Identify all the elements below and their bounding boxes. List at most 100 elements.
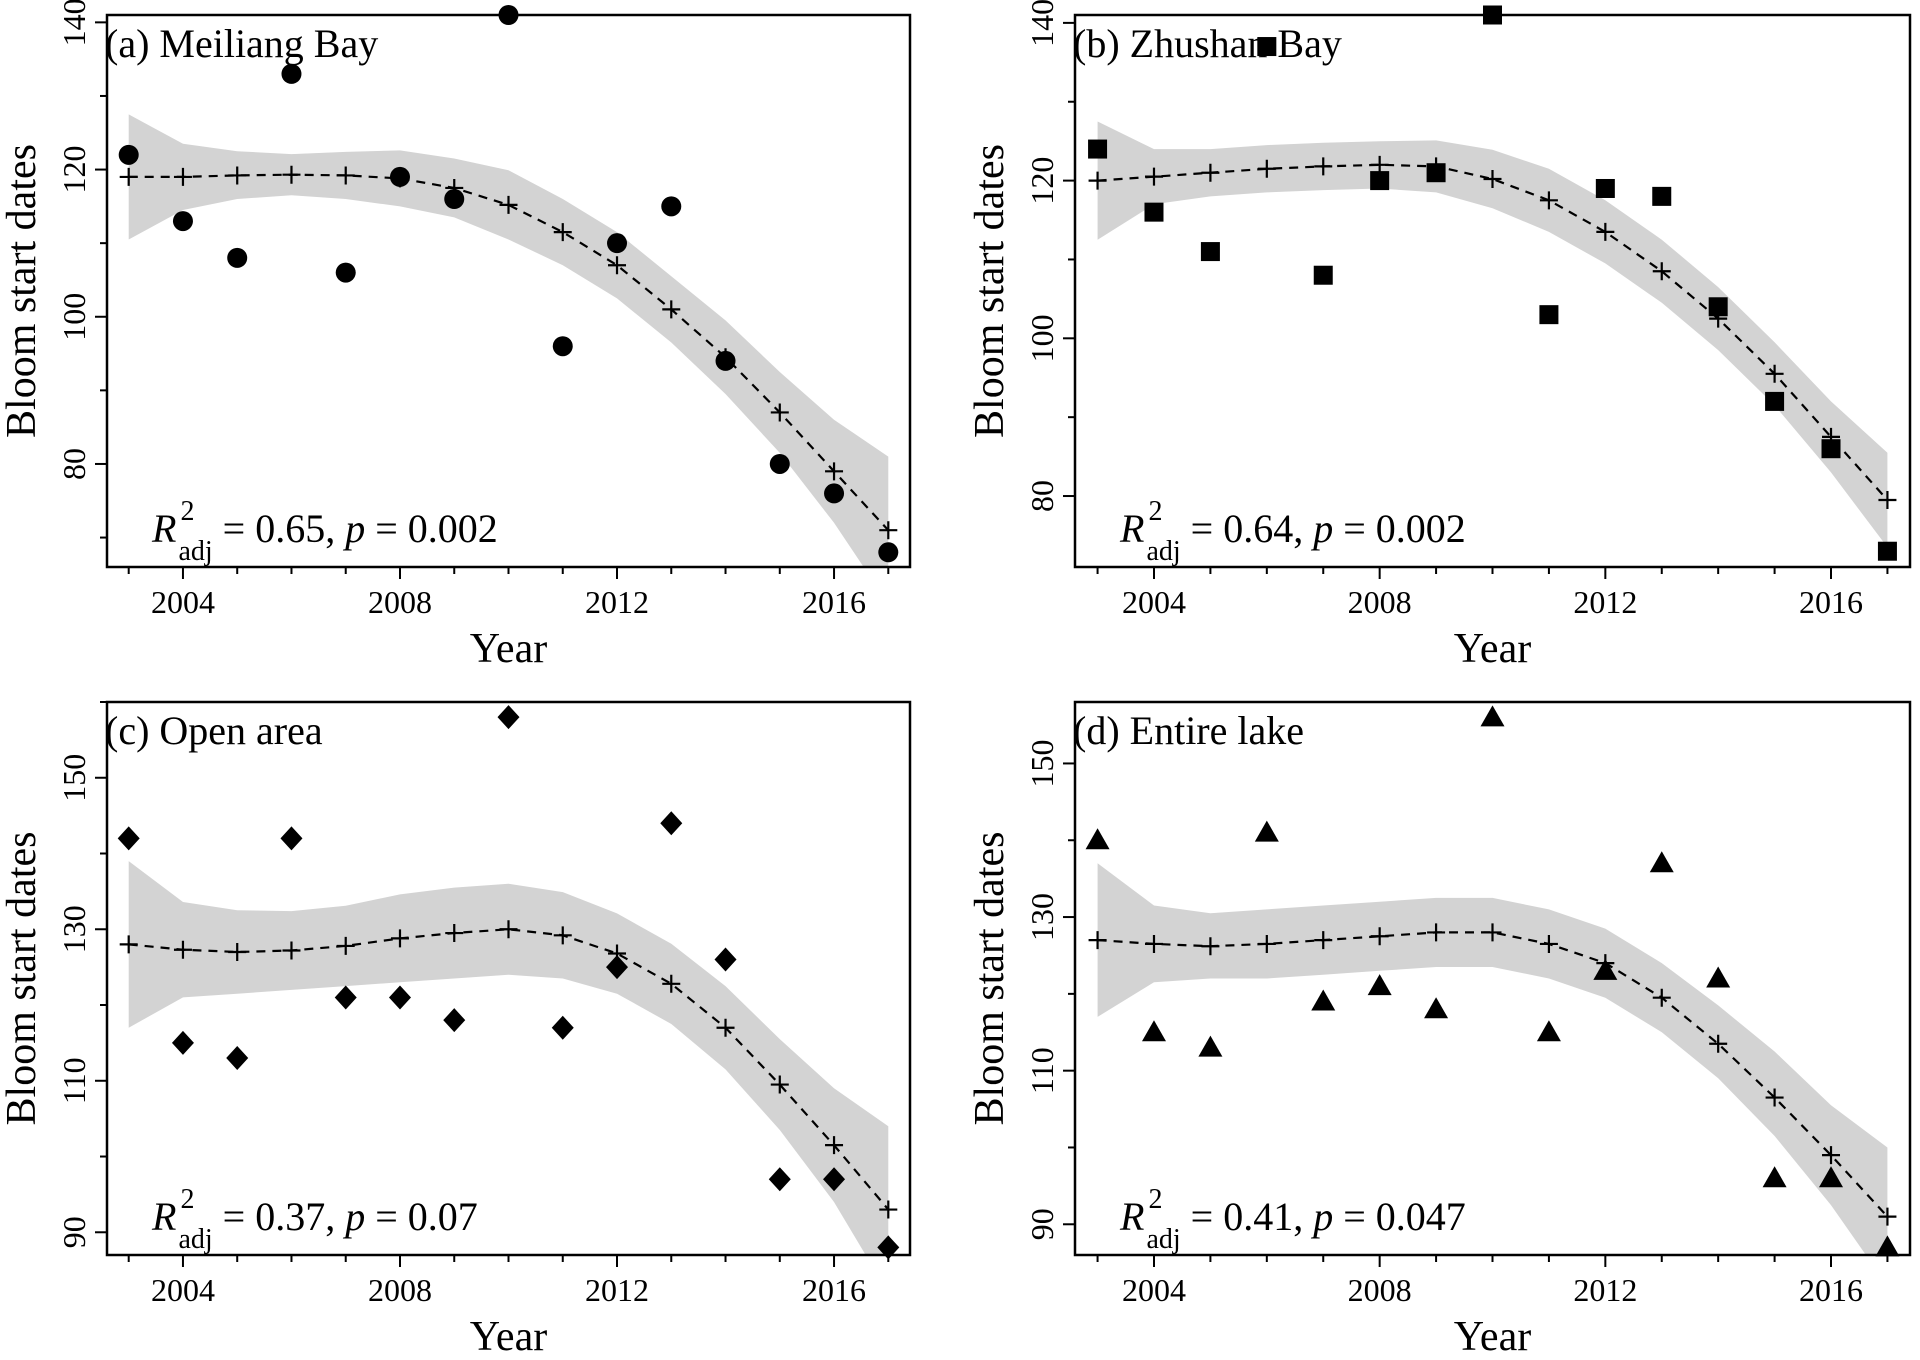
y-tick-label: 100 [56,293,92,341]
stat-p: p [1310,1194,1333,1239]
observed-point [171,1030,194,1055]
observed-point [227,247,248,268]
observed-point [1254,820,1279,842]
fit-point [879,521,898,540]
y-tick-label: 130 [56,905,92,953]
fit-point [1088,931,1107,950]
stat-sup: 2 [1148,496,1162,527]
fit-point [336,166,355,185]
observed-point [444,189,465,209]
observed-point [715,350,736,371]
y-tick-label: 140 [1024,0,1060,47]
stat-annotation: R 2 adj = 0.64, p = 0.002 [1119,496,1466,567]
y-tick-label: 110 [1024,1047,1060,1094]
x-tick-label: 2008 [1348,1272,1412,1308]
fit-point [825,1136,844,1155]
panel-title: (a) Meiliang Bay [105,21,378,66]
observed-point [1480,705,1505,727]
observed-point [118,144,139,165]
panel-title: (c) Open area [105,708,323,753]
stat-p-value: = 0.07 [365,1194,478,1239]
fit-point [1878,490,1897,509]
fit-point [445,924,464,943]
x-tick-label: 2016 [802,584,866,620]
fit-point [770,403,789,422]
confidence-band [1097,121,1888,548]
observed-point [1765,391,1785,411]
fit-point [499,195,518,214]
x-tick-label: 2008 [368,584,432,620]
observed-point [1875,1235,1900,1257]
fit-line [1097,163,1889,501]
y-tick-label: 100 [1024,314,1060,362]
x-axis-title: Year [1454,1314,1531,1360]
observed-point [768,1167,791,1192]
fit-point [1144,167,1163,186]
fit-point [1652,262,1671,281]
y-tick-label: 120 [56,146,92,194]
observed-point [606,955,629,980]
stat-sup: 2 [1148,1184,1162,1215]
plot-frame [105,13,912,569]
fit-line [1097,931,1889,1218]
observed-point [1144,202,1164,222]
stat-p-value: = 0.002 [1333,506,1466,551]
observed-point [551,1015,574,1040]
x-tick-label: 2012 [1573,584,1637,620]
y-tick-label: 140 [56,0,92,46]
observed-point [660,811,683,836]
stat-sup: 2 [180,1184,194,1215]
observed-point [552,336,573,357]
stat-sub: adj [1146,1224,1180,1255]
observed-point [1762,1166,1787,1188]
y-tick-label: 80 [1024,480,1060,512]
fit-point [1483,170,1502,189]
observed-point [1539,305,1559,325]
fit-point [119,167,138,186]
fit-point [770,1075,789,1094]
fit-point [825,462,844,481]
observed-point [661,196,682,217]
fit-point [1765,364,1784,383]
observed-point [1313,265,1333,285]
fit-point [1596,222,1615,241]
y-axis-title: Bloom start dates [967,832,1013,1126]
fit-point [1370,927,1389,946]
observed-point [1424,997,1449,1019]
observed-point [1311,989,1336,1011]
stat-sup: 2 [180,496,194,527]
fit-point [1822,1146,1841,1165]
fit-point [1201,163,1220,182]
fit-point [1144,934,1163,953]
fit-point [1257,159,1276,178]
stat-p: p [1310,506,1333,551]
x-tick-label: 2008 [368,1272,432,1308]
stat-p: p [342,1194,365,1239]
observed-point [1593,958,1618,980]
observed-point [226,1046,249,1071]
observed-point [823,1167,846,1192]
stat-annotation: R 2 adj = 0.41, p = 0.047 [1119,1184,1466,1255]
fit-point [1314,157,1333,176]
fit-point [1652,988,1671,1007]
fit-point [282,165,301,184]
fit-point [879,1200,898,1219]
confidence-band [1097,863,1888,1255]
observed-point [1426,163,1446,183]
plot-frame [1073,13,1912,569]
stat-r: R [1119,1194,1144,1239]
fit-point [1427,923,1446,942]
observed-point [878,542,899,563]
observed-point [117,826,140,851]
panel-3: 2004 2008 2012 2016 90 110 130 150 Year Bloom sta… [967,700,1912,1360]
observed-point [335,262,356,283]
fit-line [128,928,890,1211]
fit-point [173,940,192,959]
confidence-band [128,861,889,1255]
stat-value: = 0.41, [1181,1194,1314,1239]
y-tick-label: 80 [56,448,92,480]
fit-point [119,935,138,954]
observed-point [1200,242,1220,262]
stat-p: p [342,506,365,551]
fit-point [228,166,247,185]
